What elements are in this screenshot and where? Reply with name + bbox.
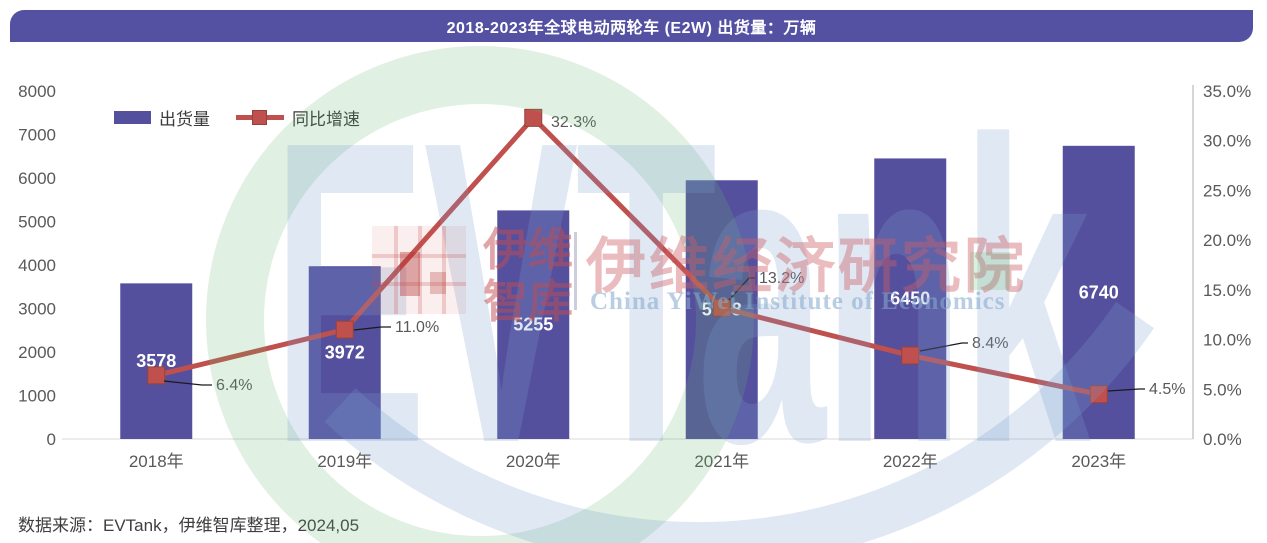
x-axis-label: 2019年 [317, 452, 372, 471]
growth-value-label: 4.5% [1149, 381, 1185, 398]
bar-swatch-icon [114, 111, 151, 124]
growth-value-label: 32.3% [551, 114, 596, 131]
bar-value-label: 3972 [325, 343, 365, 363]
y-axis-label-left: 3000 [18, 300, 56, 319]
y-axis-label-left: 7000 [18, 126, 56, 145]
chart-title: 2018-2023年全球电动两轮车 (E2W) 出货量：万辆 [446, 20, 817, 37]
growth-value-label: 13.2% [759, 270, 804, 287]
y-axis-label-left: 5000 [18, 213, 56, 232]
y-axis-label-left: 0 [47, 430, 56, 449]
x-axis-label: 2018年 [129, 452, 184, 471]
legend-item-shipments: 出货量 [114, 105, 210, 130]
y-axis-label-left: 1000 [18, 387, 56, 406]
line-marker-2023年 [1089, 385, 1108, 404]
line-swatch-icon [236, 110, 284, 125]
growth-value-label: 11.0% [395, 319, 439, 336]
label-leader-line [1107, 388, 1145, 392]
bar-value-label: 6450 [890, 289, 930, 309]
label-leader-line [163, 380, 212, 386]
y-axis-label-right: 15.0% [1203, 281, 1251, 300]
chart-title-banner: 2018-2023年全球电动两轮车 (E2W) 出货量：万辆 [10, 10, 1253, 42]
legend: 出货量 同比增速 [114, 105, 360, 130]
y-axis-label-left: 6000 [18, 169, 56, 188]
y-axis-label-left: 2000 [18, 343, 56, 362]
y-axis-label-right: 20.0% [1203, 231, 1251, 250]
legend-label-growth: 同比增速 [292, 110, 360, 129]
line-marker-2021年 [712, 298, 731, 317]
growth-line [155, 114, 1100, 397]
growth-value-label: 6.4% [216, 377, 252, 394]
source-note: 数据来源：EVTank，伊维智库整理，2024,05 [18, 516, 360, 535]
y-axis-label-right: 10.0% [1203, 331, 1251, 350]
bar-2019年 [308, 266, 381, 439]
bar-value-label: 5255 [513, 315, 553, 335]
line-marker-2022年 [901, 346, 920, 365]
x-axis-label: 2020年 [506, 452, 561, 471]
line-marker-2020年 [524, 108, 543, 127]
y-axis-label-left: 4000 [18, 256, 56, 275]
bar-value-label: 3578 [136, 351, 176, 371]
x-axis-label: 2023年 [1071, 452, 1126, 471]
y-axis-label-right: 25.0% [1203, 181, 1251, 200]
x-axis-label: 2022年 [883, 452, 938, 471]
legend-item-growth: 同比增速 [236, 105, 360, 130]
growth-value-label: 8.4% [972, 335, 1008, 352]
y-axis-label-right: 35.0% [1203, 82, 1251, 101]
y-axis-label-right: 0.0% [1203, 430, 1242, 449]
line-marker-2019年 [335, 320, 354, 339]
label-leader-line [728, 277, 755, 301]
bar-2022年 [874, 158, 947, 440]
y-axis-label-right: 5.0% [1203, 380, 1242, 399]
label-leader-line [919, 342, 968, 352]
bar-2018年 [120, 283, 193, 439]
label-leader-line [353, 326, 391, 331]
bar-2020年 [497, 210, 570, 439]
y-axis-label-left: 8000 [18, 82, 56, 101]
y-axis-label-right: 30.0% [1203, 132, 1251, 151]
x-axis-label: 2021年 [694, 452, 749, 471]
legend-label-shipments: 出货量 [159, 110, 210, 129]
bar-value-label: 6740 [1079, 282, 1119, 302]
line-marker-2018年 [147, 366, 166, 385]
